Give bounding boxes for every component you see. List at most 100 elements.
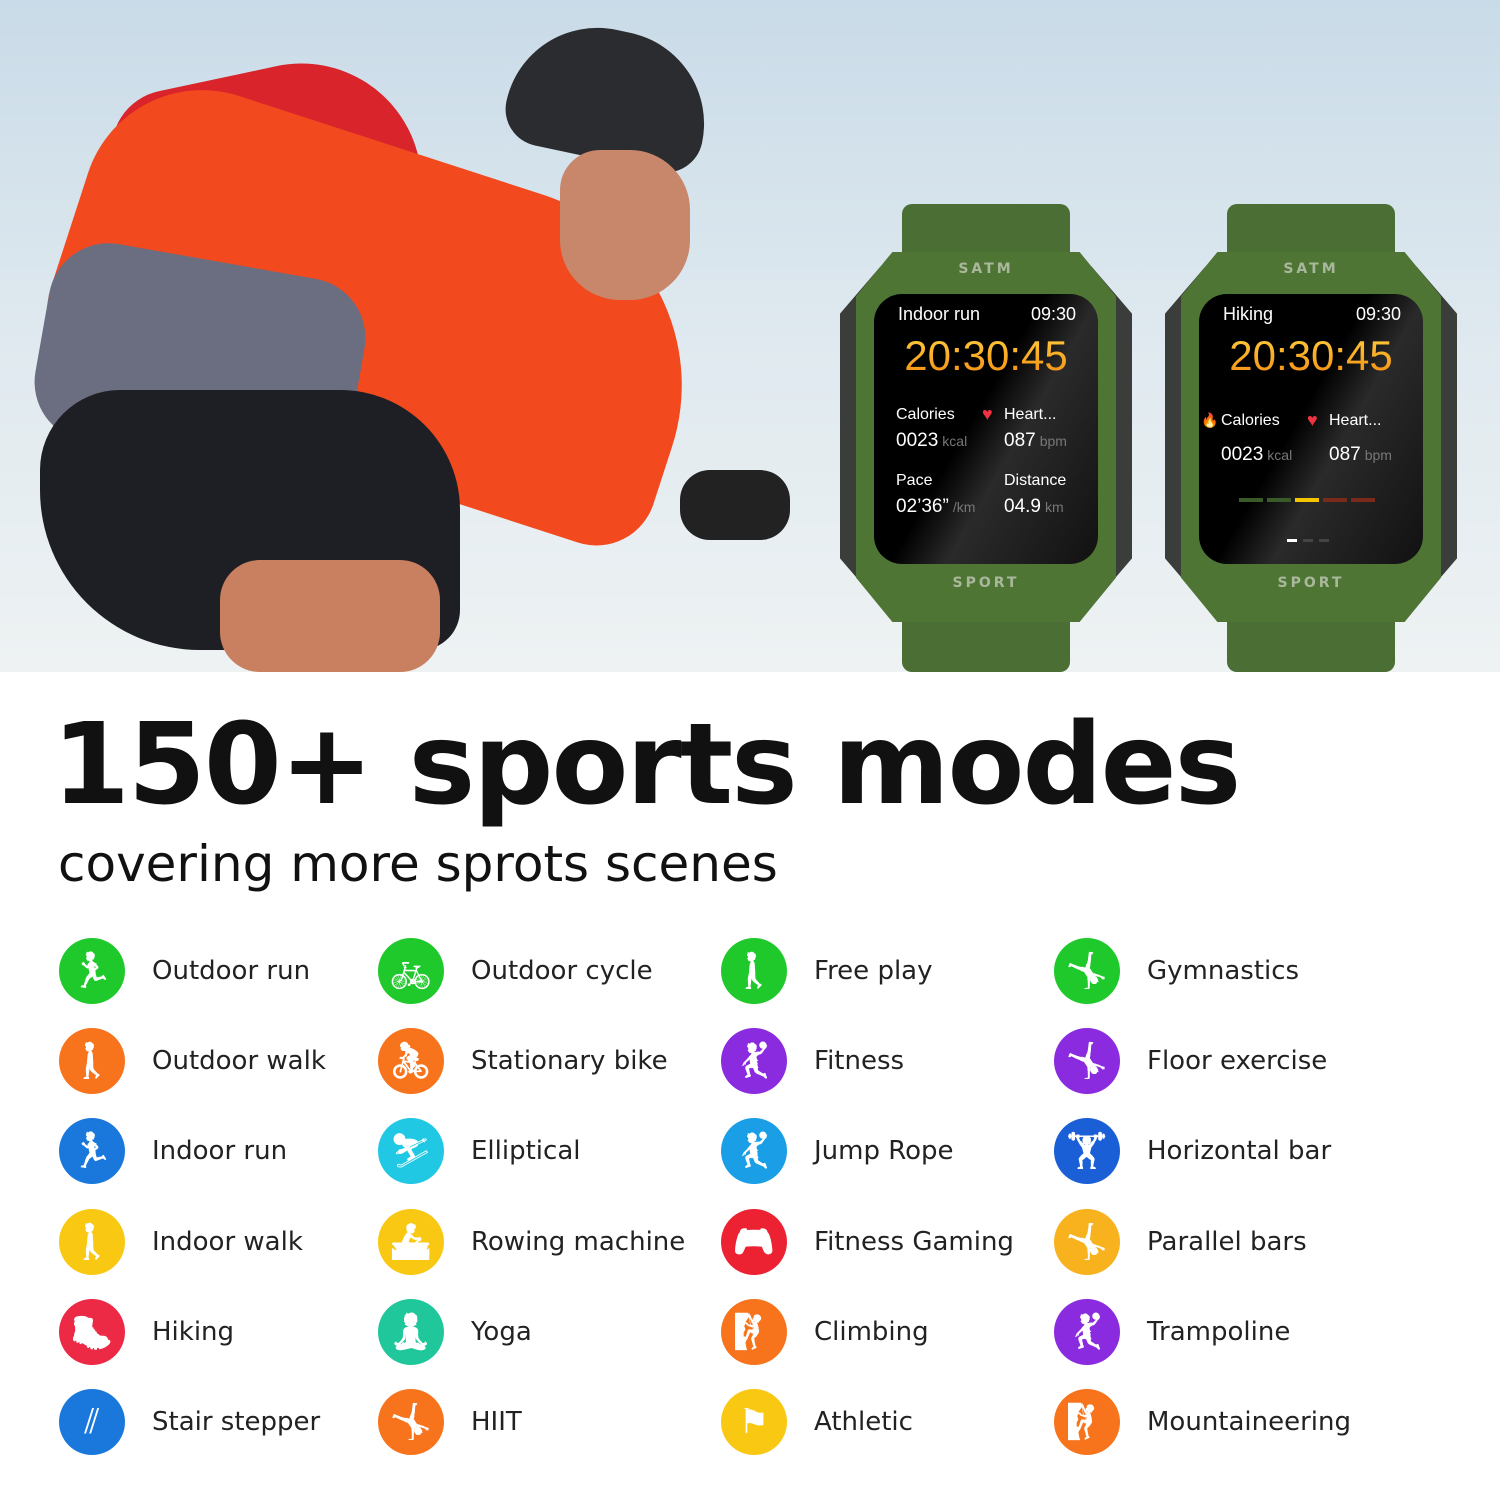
sport-mode-item[interactable]: 🤾 Jump Rope — [721, 1118, 954, 1184]
treadmill-icon: 🏃 — [59, 1118, 125, 1184]
zone-segment — [1323, 498, 1347, 502]
stat-number: 087 — [1329, 444, 1361, 465]
sport-mode-label: Stair stepper — [152, 1407, 321, 1437]
stat-value: 087 bpm — [1004, 430, 1067, 452]
sport-mode-label: Athletic — [814, 1407, 913, 1437]
sport-mode-item[interactable]: 🏃 Indoor run — [59, 1118, 287, 1184]
walk-icon: 🚶 — [59, 1209, 125, 1275]
page-dot[interactable] — [1303, 539, 1313, 542]
stat-label: Pace — [896, 472, 933, 489]
sport-mode-item[interactable]: 🤾 Fitness — [721, 1028, 904, 1094]
sport-mode-item[interactable]: 🥾 Hiking — [59, 1299, 234, 1365]
stat-label: Heart... — [1329, 412, 1382, 429]
hiking-icon: 🥾 — [59, 1299, 125, 1365]
sport-mode-label: Fitness Gaming — [814, 1227, 1014, 1257]
stat-value: 0023 kcal — [1221, 444, 1292, 466]
clock-time: 09:30 — [1030, 304, 1076, 324]
sport-mode-label: Elliptical — [471, 1136, 581, 1166]
sport-mode-item[interactable]: 🤸 HIIT — [378, 1389, 522, 1455]
jump-rope-icon: 🤾 — [721, 1118, 787, 1184]
heart-rate-zone-bar — [1239, 498, 1375, 502]
stat-unit: bpm — [1039, 433, 1067, 449]
sport-mode-item[interactable]: 🚶 Free play — [721, 938, 933, 1004]
sport-mode-item[interactable]: 🚲 Outdoor cycle — [378, 938, 653, 1004]
sport-mode-item[interactable]: 🧘 Yoga — [378, 1299, 532, 1365]
sport-mode-label: Yoga — [471, 1317, 532, 1347]
sport-mode-label: HIIT — [471, 1407, 522, 1437]
stat-value: 02’36”/km — [896, 496, 975, 518]
page-dot[interactable] — [1319, 539, 1329, 542]
cyclist-figure — [0, 0, 840, 672]
stat-unit: kcal — [942, 433, 968, 449]
workout-timer: 20:30:45 — [1199, 332, 1423, 380]
sport-mode-label: Trampoline — [1147, 1317, 1291, 1347]
stair-icon: ⫽ — [59, 1389, 125, 1455]
hero-photo: SATM SPORT Indoor run 09:30 20:30:45 Calories… — [0, 0, 1500, 672]
sport-mode-label: Horizontal bar — [1147, 1136, 1332, 1166]
stat-number: 0023 — [896, 430, 939, 451]
fitness-icon: 🤾 — [721, 1028, 787, 1094]
stat-value: 04.9 km — [1004, 496, 1064, 518]
stat-number: 04.9 — [1004, 496, 1041, 517]
zone-segment — [1295, 498, 1319, 502]
sport-mode-label: Outdoor cycle — [471, 956, 653, 986]
stat-label: Calories — [896, 406, 955, 423]
sport-mode-item[interactable]: 🚶 Indoor walk — [59, 1209, 303, 1275]
stat-unit: bpm — [1364, 447, 1392, 463]
run-icon: 🏃 — [59, 938, 125, 1004]
page-indicator — [1287, 539, 1329, 542]
sport-mode-item[interactable]: 🤸 Floor exercise — [1054, 1028, 1327, 1094]
heart-icon: ♥ — [1307, 410, 1318, 430]
zone-segment — [1267, 498, 1291, 502]
stat-value: 087 bpm — [1329, 444, 1392, 466]
sport-mode-item[interactable]: 🎮 Fitness Gaming — [721, 1209, 1014, 1275]
stat-label: Calories — [1221, 412, 1280, 429]
workout-timer: 20:30:45 — [874, 332, 1098, 380]
gamepad-icon: 🎮 — [721, 1209, 787, 1275]
sport-mode-item[interactable]: 🧗 Climbing — [721, 1299, 929, 1365]
smartwatch: SATM SPORT Hiking 09:30 20:30:45 Calories 🔥 002… — [1165, 204, 1457, 672]
sport-mode-item[interactable]: 🤸 Gymnastics — [1054, 938, 1299, 1004]
smartwatch: SATM SPORT Indoor run 09:30 20:30:45 Calories… — [840, 204, 1132, 672]
stationary-bike-icon: 🚴 — [378, 1028, 444, 1094]
sport-mode-item[interactable]: 🚴 Stationary bike — [378, 1028, 668, 1094]
hiit-icon: 🤸 — [378, 1389, 444, 1455]
floor-exercise-icon: 🤸 — [1054, 1028, 1120, 1094]
sport-mode-item[interactable]: 🧗 Mountaineering — [1054, 1389, 1351, 1455]
parallel-bars-icon: 🤸 — [1054, 1209, 1120, 1275]
stat-number: 0023 — [1221, 444, 1264, 465]
flame-icon: 🔥 — [1201, 412, 1219, 428]
sport-mode-item[interactable]: 🏋 Horizontal bar — [1054, 1118, 1331, 1184]
sport-mode-item[interactable]: 🚣 Rowing machine — [378, 1209, 685, 1275]
sport-mode-label: Fitness — [814, 1046, 905, 1076]
sport-mode-item[interactable]: 🤾 Trampoline — [1054, 1299, 1290, 1365]
sport-mode-label: Outdoor walk — [152, 1046, 326, 1076]
sport-mode-label: Floor exercise — [1147, 1046, 1328, 1076]
free-play-icon: 🚶 — [721, 938, 787, 1004]
sport-mode-item[interactable]: ⫽ Stair stepper — [59, 1389, 320, 1455]
sport-mode-label: Stationary bike — [471, 1046, 668, 1076]
stat-number: 087 — [1004, 430, 1036, 451]
sport-mode-item[interactable]: 🤸 Parallel bars — [1054, 1209, 1307, 1275]
sport-mode-item[interactable]: ⚑ Athletic — [721, 1389, 913, 1455]
stat-value: 0023 kcal — [896, 430, 967, 452]
sport-mode-label: Outdoor run — [152, 956, 311, 986]
sport-mode-name: Indoor run — [898, 304, 981, 324]
page-subtitle: covering more sprots scenes — [58, 835, 778, 893]
brand-logo-top: SATM — [958, 261, 1014, 277]
brand-logo-top: SATM — [1283, 261, 1339, 277]
horizontal-bar-icon: 🏋 — [1054, 1118, 1120, 1184]
sport-mode-item[interactable]: ⛷ Elliptical — [378, 1118, 580, 1184]
sport-mode-item[interactable]: 🚶 Outdoor walk — [59, 1028, 326, 1094]
sport-mode-label: Indoor walk — [152, 1227, 303, 1257]
page-dot[interactable] — [1287, 539, 1297, 542]
stat-number: 02’36” — [896, 496, 949, 517]
zone-segment — [1239, 498, 1263, 502]
sport-mode-label: Parallel bars — [1147, 1227, 1307, 1257]
elliptical-icon: ⛷ — [378, 1118, 444, 1184]
sport-mode-item[interactable]: 🏃 Outdoor run — [59, 938, 310, 1004]
sport-mode-label: Rowing machine — [471, 1227, 686, 1257]
sport-mode-label: Mountaineering — [1147, 1407, 1352, 1437]
stat-label: Distance — [1004, 472, 1067, 489]
sport-mode-name: Hiking — [1223, 304, 1274, 324]
